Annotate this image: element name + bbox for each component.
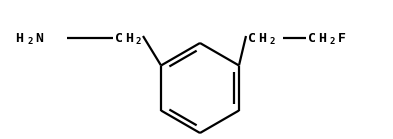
Text: 2: 2 — [329, 37, 334, 46]
Text: 2: 2 — [136, 37, 141, 46]
Text: C: C — [248, 32, 256, 45]
Text: H: H — [318, 32, 326, 45]
Text: 2: 2 — [27, 37, 32, 46]
Text: H: H — [125, 32, 133, 45]
Text: H: H — [15, 32, 23, 45]
Text: H: H — [258, 32, 266, 45]
Text: F: F — [338, 32, 346, 45]
Text: C: C — [115, 32, 123, 45]
Text: N: N — [35, 32, 43, 45]
Text: C: C — [308, 32, 316, 45]
Text: 2: 2 — [269, 37, 274, 46]
